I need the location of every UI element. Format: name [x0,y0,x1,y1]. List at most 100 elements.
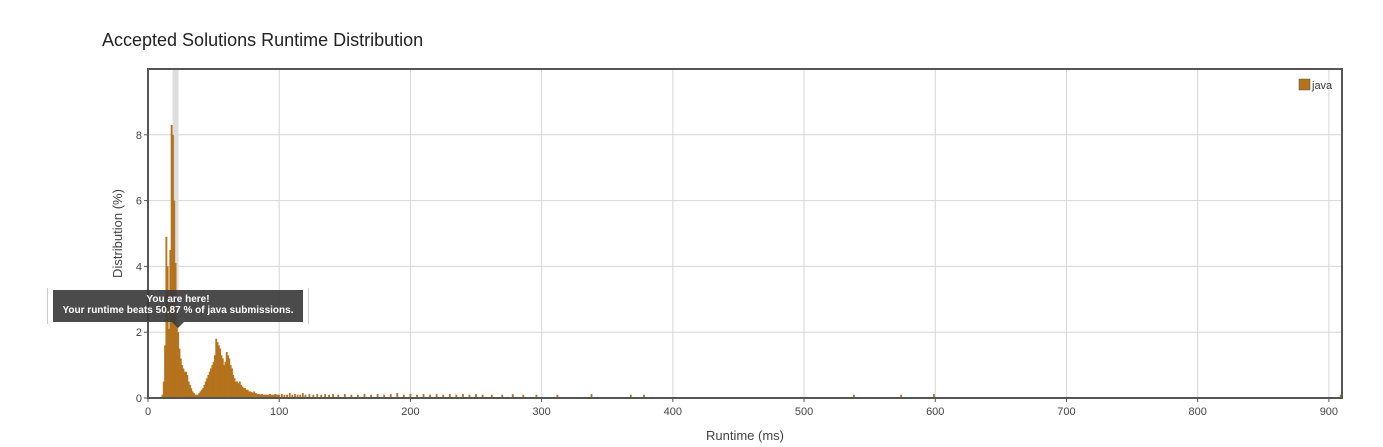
bar-java[interactable] [233,378,236,398]
bar-java[interactable] [175,325,178,398]
bar-java[interactable] [161,394,164,398]
bar-java[interactable] [320,394,323,398]
bar-java[interactable] [204,381,207,398]
bar-java[interactable] [182,368,185,398]
bar-java[interactable] [363,394,366,398]
bar-java[interactable] [280,394,283,398]
bar-java[interactable] [643,394,645,398]
bar-java[interactable] [164,345,166,398]
bar-java[interactable] [181,365,184,398]
bar-java[interactable] [304,394,307,398]
bar-java[interactable] [556,394,559,398]
bar-java[interactable] [238,381,241,398]
bar-java[interactable] [219,348,222,398]
bar-java[interactable] [852,394,855,398]
bar-java[interactable] [232,374,235,398]
bar-java[interactable] [186,374,189,398]
bar-java[interactable] [263,394,266,398]
bar-java[interactable] [261,394,264,398]
bar-java[interactable] [170,124,173,399]
bar-java[interactable] [301,393,304,398]
bar-java[interactable] [252,392,254,398]
bar-java[interactable] [343,394,346,398]
bar-java[interactable] [172,134,174,399]
legend[interactable]: java [1298,78,1333,92]
bar-java[interactable] [213,355,216,398]
bar-java[interactable] [308,394,311,398]
bar-java[interactable] [211,365,214,398]
bar-java[interactable] [274,394,277,398]
bar-java[interactable] [416,394,418,398]
bar-java[interactable] [389,394,392,398]
bar-java[interactable] [215,338,218,398]
bar-java[interactable] [288,393,291,398]
bar-java[interactable] [332,394,334,398]
bar-java[interactable] [217,345,220,398]
bar-java[interactable] [231,368,233,398]
bar-java[interactable] [212,361,215,398]
bar-java[interactable] [291,394,294,398]
bar-java[interactable] [224,361,227,398]
bar-java[interactable] [177,332,180,398]
bar-java[interactable] [166,266,169,398]
bar-java[interactable] [202,388,205,398]
bar-java[interactable] [337,394,340,398]
bar-java[interactable] [448,394,451,398]
bar-java[interactable] [223,365,226,398]
bar-java[interactable] [198,393,201,398]
bar-java[interactable] [271,394,274,398]
bar-java[interactable] [245,389,248,398]
bar-java[interactable] [422,394,425,398]
bar-java[interactable] [490,394,493,398]
bar-java[interactable] [240,384,243,398]
bar-java[interactable] [324,394,327,398]
bar-java[interactable] [900,394,903,398]
bar-java[interactable] [522,394,525,398]
bar-java[interactable] [350,394,353,398]
bar-java[interactable] [174,263,177,398]
bar-java[interactable] [270,394,273,398]
bar-java[interactable] [455,394,458,398]
bar-java[interactable] [169,249,172,398]
bar-java[interactable] [312,394,315,398]
bar-java[interactable] [267,394,270,398]
bar-java[interactable] [257,394,260,398]
bar-java[interactable] [216,342,219,398]
bar-java[interactable] [225,351,228,398]
bar-java[interactable] [195,394,198,398]
bar-java[interactable] [183,371,186,398]
bar-java[interactable] [236,381,239,398]
bar-java[interactable] [246,389,249,398]
bar-java[interactable] [258,394,261,398]
bar-java[interactable] [409,394,412,398]
bar-java[interactable] [370,394,372,398]
bar-java[interactable] [162,381,165,398]
bar-java[interactable] [253,391,256,398]
bar-java[interactable] [629,394,632,398]
bar-java[interactable] [535,394,538,398]
bar-java[interactable] [220,355,223,398]
bar-java[interactable] [221,358,224,398]
bar-java[interactable] [203,384,206,398]
bar-java[interactable] [262,394,265,398]
bar-java[interactable] [189,384,191,398]
bar-java[interactable] [255,393,258,398]
bar-java[interactable] [206,378,208,398]
bar-java[interactable] [265,394,268,398]
bar-java[interactable] [273,394,275,398]
bar-java[interactable] [275,394,278,398]
bar-java[interactable] [194,394,197,398]
bar-java[interactable] [168,328,170,398]
bar-java[interactable] [254,393,257,398]
bar-java[interactable] [468,394,471,398]
bar-java[interactable] [269,394,271,398]
bar-java[interactable] [429,394,432,398]
bar-java[interactable] [511,394,514,398]
bar-java[interactable] [200,389,203,398]
bar-java[interactable] [196,394,199,398]
bar-java[interactable] [501,394,504,398]
bar-java[interactable] [435,394,438,398]
bar-java[interactable] [286,394,288,398]
bar-java[interactable] [185,371,187,398]
bar-java[interactable] [299,394,302,398]
